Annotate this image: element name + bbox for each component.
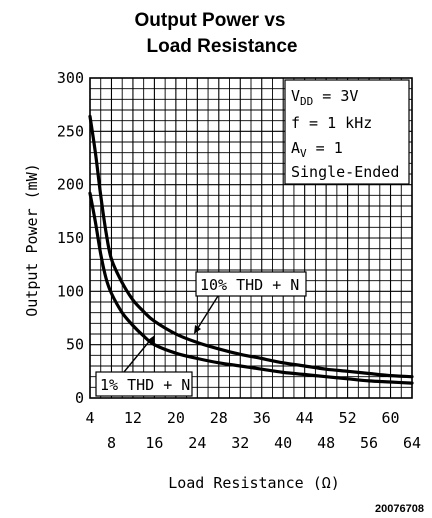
x-tick-label: 44 — [296, 409, 314, 427]
x-tick-label: 12 — [124, 409, 142, 427]
y-tick-label: 250 — [57, 122, 84, 140]
vdd-annotation: VDD = 3V — [291, 87, 358, 108]
x-axis-ticks: 4 12 20 28 36 44 52 60 8 16 24 32 40 48 56 64 — [85, 409, 421, 452]
label-10pct-thd: 10% THD + N — [200, 276, 299, 294]
x-tick-label: 4 — [85, 409, 94, 427]
y-tick-label: 50 — [66, 336, 84, 354]
chart-title-line1: Output Power vs — [135, 10, 286, 31]
y-tick-label: 150 — [57, 229, 84, 247]
vdd-main: V — [291, 87, 300, 105]
label-1pct-arrowhead — [148, 335, 155, 344]
label-1pct-thd: 1% THD + N — [100, 376, 190, 394]
chart-title-line2: Load Resistance — [147, 36, 298, 57]
gain-value: = 1 — [307, 139, 343, 157]
y-tick-label: 200 — [57, 176, 84, 194]
label-10pct-box — [195, 271, 307, 297]
vdd-value: = 3V — [313, 87, 358, 105]
label-10pct-arrow — [195, 295, 219, 332]
x-tick-label: 60 — [382, 409, 400, 427]
figure-id: 20076708 — [375, 503, 424, 515]
y-tick-label: 300 — [57, 69, 84, 87]
y-axis-ticks: 0 50 100 150 200 250 300 — [57, 69, 84, 407]
chart-series — [88, 114, 414, 385]
vdd-subscript: DD — [300, 95, 313, 108]
plot-frame — [89, 77, 413, 399]
y-tick-label: 0 — [75, 389, 84, 407]
x-tick-label: 36 — [253, 409, 271, 427]
x-axis-label: Load Resistance (Ω) — [168, 474, 340, 492]
x-tick-label: 52 — [339, 409, 357, 427]
series-line-1pct-thd — [88, 191, 414, 385]
x-tick-label: 8 — [107, 434, 116, 452]
label-1pct-arrow — [123, 337, 153, 373]
frequency-annotation: f = 1 kHz — [291, 114, 372, 132]
mode-annotation: Single-Ended — [291, 163, 399, 181]
x-tick-label: 64 — [403, 434, 421, 452]
x-tick-label: 48 — [317, 434, 335, 452]
label-1pct-box — [95, 371, 193, 397]
gain-subscript: V — [300, 147, 307, 160]
x-tick-label: 20 — [167, 409, 185, 427]
x-tick-label: 56 — [360, 434, 378, 452]
x-tick-label: 40 — [274, 434, 292, 452]
x-tick-label: 24 — [188, 434, 206, 452]
label-10pct-arrowhead — [194, 325, 201, 334]
conditions-box — [284, 79, 410, 185]
gain-annotation: AV = 1 — [291, 139, 343, 160]
x-tick-label: 32 — [231, 434, 249, 452]
series-line-10pct-thd — [88, 114, 414, 379]
x-tick-label: 28 — [210, 409, 228, 427]
x-tick-label: 16 — [145, 434, 163, 452]
y-axis-label: Output Power (mW) — [23, 163, 41, 317]
y-tick-label: 100 — [57, 282, 84, 300]
gain-main: A — [291, 139, 300, 157]
chart-grid — [89, 77, 413, 399]
